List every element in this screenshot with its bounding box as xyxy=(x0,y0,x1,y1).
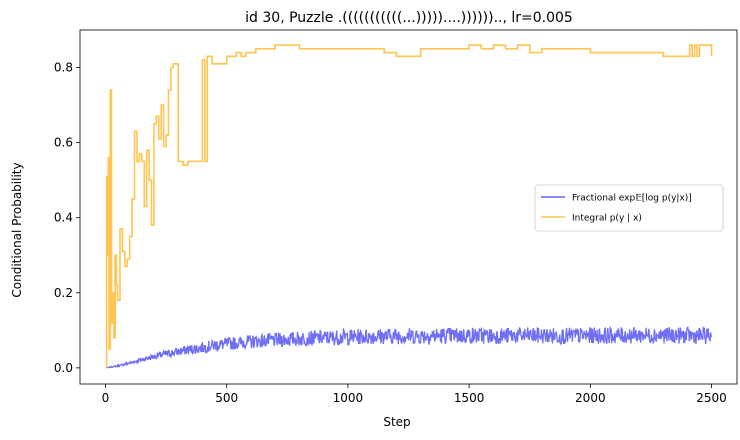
x-axis-label: Step xyxy=(383,415,410,429)
y-tick-label: 0.8 xyxy=(54,61,73,75)
y-axis-label: Conditional Probability xyxy=(10,162,24,297)
x-tick-label: 2500 xyxy=(696,391,727,405)
legend-label-integral: Integral p(y | x) xyxy=(572,214,642,224)
series-line-fractional xyxy=(105,325,713,369)
legend: Fractional exp𝔼[log p(y|x)] Integral p(y… xyxy=(534,184,724,232)
y-tick-label: 0.4 xyxy=(54,211,73,225)
series-line-integral xyxy=(105,44,713,369)
y-tick-label: 0.2 xyxy=(54,286,73,300)
legend-label-fractional: Fractional exp𝔼[log p(y|x)] xyxy=(572,194,692,204)
x-tick-label: 2000 xyxy=(575,391,606,405)
legend-box xyxy=(534,184,724,232)
axes-layer: 0 500 1000 1500 2000 2500 0.0 0.2 0.4 0.6 0.8 xyxy=(54,61,727,405)
plot-frame xyxy=(79,29,738,385)
x-tick-label: 1500 xyxy=(454,391,485,405)
chart-title: id 30, Puzzle .(((((((((((...)))))....))… xyxy=(245,10,573,26)
y-tick-label: 0.6 xyxy=(54,136,73,150)
x-tick-label: 1000 xyxy=(333,391,364,405)
x-tick-label: 500 xyxy=(215,391,238,405)
x-tick-label: 0 xyxy=(102,391,110,405)
y-tick-label: 0.0 xyxy=(54,361,73,375)
series-layer xyxy=(105,44,713,369)
